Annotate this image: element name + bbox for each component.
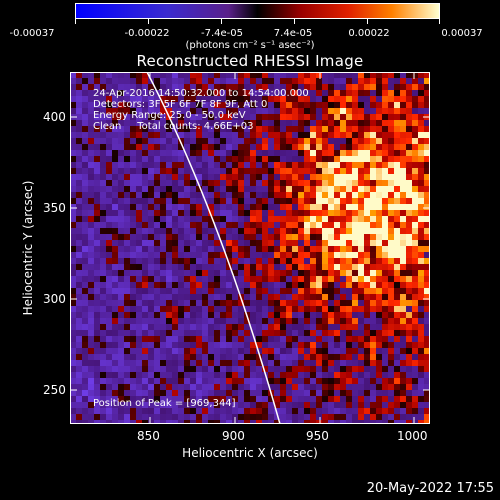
y-tick-marks <box>70 116 430 391</box>
plot-title: Reconstructed RHESSI Image <box>136 52 364 70</box>
y-tick-label: 400 <box>43 110 66 124</box>
plot-frame <box>70 72 430 424</box>
colorbar-tick-label: -0.00022 <box>124 28 170 39</box>
x-tick-label: 1000 <box>397 429 428 443</box>
y-tick-label: 350 <box>43 201 66 215</box>
info-clean-counts: Clean Total counts: 4.66E+03 <box>93 121 254 132</box>
image-plot <box>70 72 430 424</box>
colorbar-tick-label: 7.4e-05 <box>273 28 313 39</box>
x-tick-label: 850 <box>137 429 160 443</box>
x-axis-label: Heliocentric X (arcsec) <box>182 446 318 460</box>
x-tick-label: 950 <box>306 429 329 443</box>
info-energy-range: Energy Range: 25.0 - 50.0 keV <box>93 110 246 121</box>
y-tick-label: 300 <box>43 292 66 306</box>
info-detectors: Detectors: 3F 5F 6F 7F 8F 9F, Att 0 <box>93 99 268 110</box>
colorbar-units: (photons cm⁻² s⁻¹ asec⁻²) <box>185 40 315 51</box>
colorbar-tick-label: -7.4e-05 <box>201 28 243 39</box>
date-stamp: 20-May-2022 17:55 <box>366 481 494 496</box>
colorbar-tick-label: -0.00037 <box>9 28 55 39</box>
x-tick-marks <box>149 72 415 424</box>
colorbar-tickmarks <box>75 19 440 25</box>
y-tick-label: 250 <box>43 383 66 397</box>
info-time-range: 24-Apr-2016 14:50:32.000 to 14:54:00.000 <box>93 88 309 99</box>
y-axis-label: Heliocentric Y (arcsec) <box>21 180 35 316</box>
heatmap <box>70 72 430 424</box>
x-tick-label: 900 <box>222 429 245 443</box>
colorbar-gradient <box>76 4 439 18</box>
colorbar <box>75 3 440 19</box>
colorbar-tick-label: 0.00022 <box>348 28 390 39</box>
colorbar-tick-label: 0.00037 <box>441 28 483 39</box>
info-peak-position: Position of Peak = [969,344] <box>93 398 236 409</box>
solar-limb-line <box>146 72 281 424</box>
